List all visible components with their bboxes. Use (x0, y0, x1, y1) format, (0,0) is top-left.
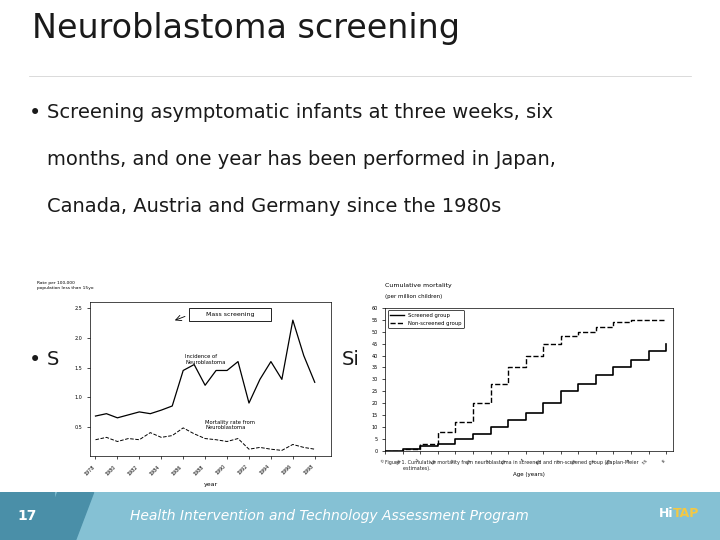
Text: Mass screening: Mass screening (205, 312, 254, 318)
Text: months, and one year has been performed in Japan,: months, and one year has been performed … (47, 150, 556, 169)
Text: Mortality rate from
Neuroblastoma: Mortality rate from Neuroblastoma (205, 420, 255, 430)
Text: Si: Si (342, 350, 360, 369)
Text: Canada, Austria and Germany since the 1980s: Canada, Austria and Germany since the 19… (47, 197, 501, 216)
Text: S: S (47, 350, 59, 369)
Text: •: • (29, 104, 41, 124)
Text: Hi: Hi (659, 508, 673, 521)
Text: Figure 1. Cumulative mortality from neuroblastoma in screened and non-screened g: Figure 1. Cumulative mortality from neur… (385, 460, 639, 471)
Text: Screening asymptomatic infants at three weeks, six: Screening asymptomatic infants at three … (47, 104, 553, 123)
X-axis label: Age (years): Age (years) (513, 471, 545, 476)
X-axis label: year: year (204, 482, 217, 487)
Text: Health Intervention and Technology Assessment Program: Health Intervention and Technology Asses… (130, 509, 528, 523)
Text: Incidence of
Neuroblastoma: Incidence of Neuroblastoma (185, 354, 226, 365)
Text: Rate per 100,000
population less than 15yo: Rate per 100,000 population less than 15… (37, 281, 94, 290)
Text: TAP: TAP (673, 508, 700, 521)
Text: Cumulative mortality: Cumulative mortality (385, 283, 452, 288)
Polygon shape (40, 492, 94, 540)
Text: 17: 17 (18, 509, 37, 523)
Text: •: • (29, 350, 41, 370)
Text: (per million children): (per million children) (385, 294, 443, 299)
Bar (189, 308, 271, 321)
Legend: Screened group, Non-screened group: Screened group, Non-screened group (388, 310, 464, 328)
Polygon shape (0, 492, 54, 540)
Text: Neuroblastoma screening: Neuroblastoma screening (32, 12, 460, 45)
